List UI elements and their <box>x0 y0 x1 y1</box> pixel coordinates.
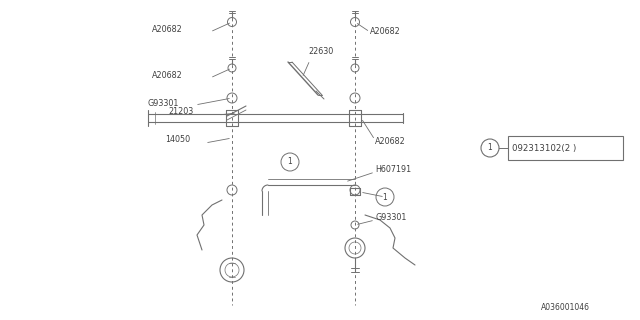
Text: 21203: 21203 <box>168 108 193 116</box>
Text: G93301: G93301 <box>375 213 406 222</box>
Text: 1: 1 <box>488 143 492 153</box>
Text: 1: 1 <box>287 157 292 166</box>
Text: 14050: 14050 <box>165 135 190 145</box>
Text: A036001046: A036001046 <box>541 303 590 312</box>
Text: A20682: A20682 <box>370 28 401 36</box>
Text: A20682: A20682 <box>152 71 183 81</box>
Text: 1: 1 <box>383 193 387 202</box>
Text: A20682: A20682 <box>375 138 406 147</box>
Text: 22630: 22630 <box>308 47 333 57</box>
Text: 092313102(2 ): 092313102(2 ) <box>512 143 576 153</box>
Text: A20682: A20682 <box>152 26 183 35</box>
FancyBboxPatch shape <box>508 136 623 160</box>
Text: G93301: G93301 <box>148 99 179 108</box>
Text: H607191: H607191 <box>375 165 411 174</box>
